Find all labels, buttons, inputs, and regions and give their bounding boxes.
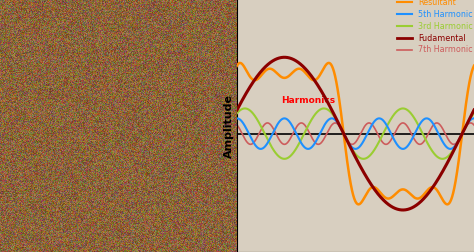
Text: Harmonics: Harmonics	[281, 96, 335, 105]
Legend: Resultant, 5th Harmonic, 3rd Harmonic, Fudamental, 7th Harmonic: Resultant, 5th Harmonic, 3rd Harmonic, F…	[394, 0, 474, 58]
Y-axis label: Amplitude: Amplitude	[224, 94, 234, 158]
